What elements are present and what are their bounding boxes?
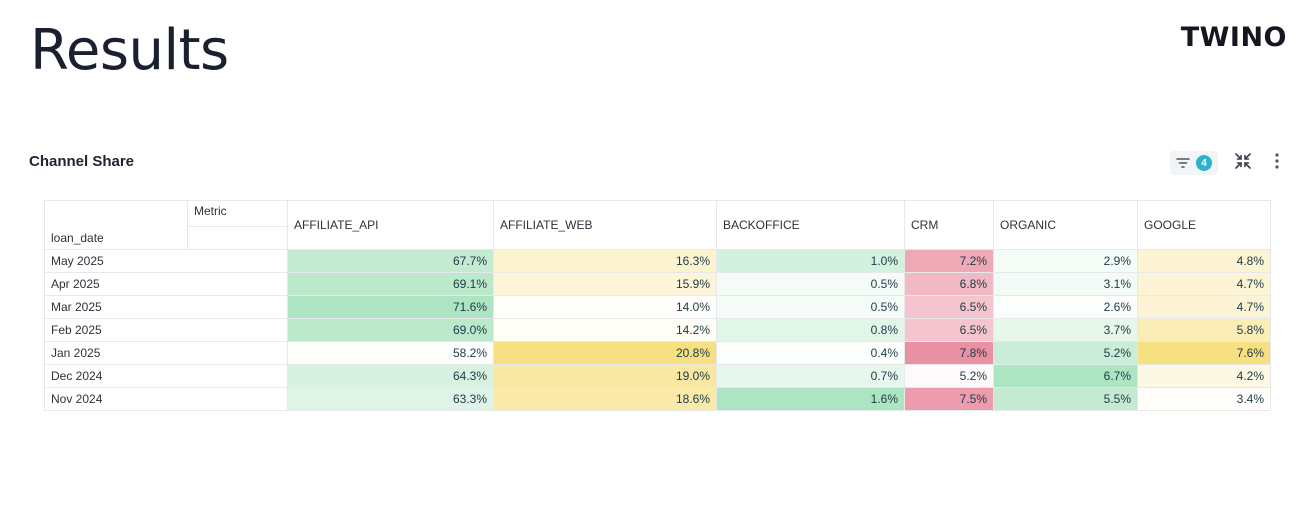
collapse-button[interactable] [1234,152,1252,174]
more-vertical-icon [1275,152,1279,174]
table-cell: 6.7% [993,364,1138,388]
table-row: Jan 2025 58.2% 20.8% 0.4% 7.8% 5.2% 7.6% [44,341,1271,365]
loan-date-header: loan_date [44,226,188,250]
filter-count-badge: 4 [1196,155,1212,171]
row-label: Feb 2025 [44,318,288,342]
slide-title: Results [30,18,229,83]
table-cell: 14.2% [493,318,717,342]
table-cell: 69.1% [287,272,494,296]
table-cell: 5.5% [993,387,1138,411]
table-row: Feb 2025 69.0% 14.2% 0.8% 6.5% 3.7% 5.8% [44,318,1271,342]
table-cell: 7.2% [904,249,994,273]
row-label: Nov 2024 [44,387,288,411]
table-row: Mar 2025 71.6% 14.0% 0.5% 6.5% 2.6% 4.7% [44,295,1271,319]
table-cell: 5.2% [993,341,1138,365]
table-cell: 14.0% [493,295,717,319]
channel-share-table: Metric AFFILIATE_API AFFILIATE_WEB BACKO… [44,200,1271,411]
table-cell: 0.7% [716,364,905,388]
table-row: Nov 2024 63.3% 18.6% 1.6% 7.5% 5.5% 3.4% [44,387,1271,411]
table-cell: 0.5% [716,295,905,319]
column-header: AFFILIATE_API [287,200,494,250]
row-label: May 2025 [44,249,288,273]
table-cell: 6.5% [904,295,994,319]
row-label: Dec 2024 [44,364,288,388]
panel-toolbar: 4 [1170,151,1286,175]
column-header: BACKOFFICE [716,200,905,250]
row-label: Jan 2025 [44,341,288,365]
table-cell: 58.2% [287,341,494,365]
table-cell: 3.4% [1137,387,1271,411]
table-cell: 63.3% [287,387,494,411]
panel-title: Channel Share [29,153,135,170]
table-cell: 7.5% [904,387,994,411]
table-cell: 6.8% [904,272,994,296]
column-header: GOOGLE [1137,200,1271,250]
table-cell: 2.9% [993,249,1138,273]
table-cell: 2.6% [993,295,1138,319]
row-label: Mar 2025 [44,295,288,319]
column-header: AFFILIATE_WEB [493,200,717,250]
corner-empty [44,200,188,227]
table-cell: 19.0% [493,364,717,388]
table-cell: 1.6% [716,387,905,411]
filter-button[interactable]: 4 [1170,151,1218,175]
table-cell: 6.5% [904,318,994,342]
more-options-button[interactable] [1268,152,1286,174]
table-cell: 0.5% [716,272,905,296]
table-cell: 7.8% [904,341,994,365]
table-cell: 7.6% [1137,341,1271,365]
table-cell: 64.3% [287,364,494,388]
table-cell: 4.8% [1137,249,1271,273]
table-cell: 71.6% [287,295,494,319]
table-cell: 16.3% [493,249,717,273]
row-label: Apr 2025 [44,272,288,296]
column-header: CRM [904,200,994,250]
table-cell: 18.6% [493,387,717,411]
table-row: Dec 2024 64.3% 19.0% 0.7% 5.2% 6.7% 4.2% [44,364,1271,388]
table-cell: 1.0% [716,249,905,273]
column-header: ORGANIC [993,200,1138,250]
table-cell: 3.1% [993,272,1138,296]
table-row: Apr 2025 69.1% 15.9% 0.5% 6.8% 3.1% 4.7% [44,272,1271,296]
table-cell: 4.7% [1137,295,1271,319]
table-cell: 69.0% [287,318,494,342]
table-cell: 3.7% [993,318,1138,342]
collapse-icon [1235,152,1251,174]
table-cell: 4.2% [1137,364,1271,388]
table-cell: 4.7% [1137,272,1271,296]
table-cell: 67.7% [287,249,494,273]
metric-header: Metric [187,200,288,227]
table-cell: 5.8% [1137,318,1271,342]
table-cell: 0.8% [716,318,905,342]
brand-logo: TWINO [1180,22,1287,53]
table-cell: 0.4% [716,341,905,365]
table-cell: 5.2% [904,364,994,388]
table-cell: 15.9% [493,272,717,296]
corner-empty [187,226,288,250]
filter-icon [1176,157,1190,169]
table-cell: 20.8% [493,341,717,365]
table-row: May 2025 67.7% 16.3% 1.0% 7.2% 2.9% 4.8% [44,249,1271,273]
